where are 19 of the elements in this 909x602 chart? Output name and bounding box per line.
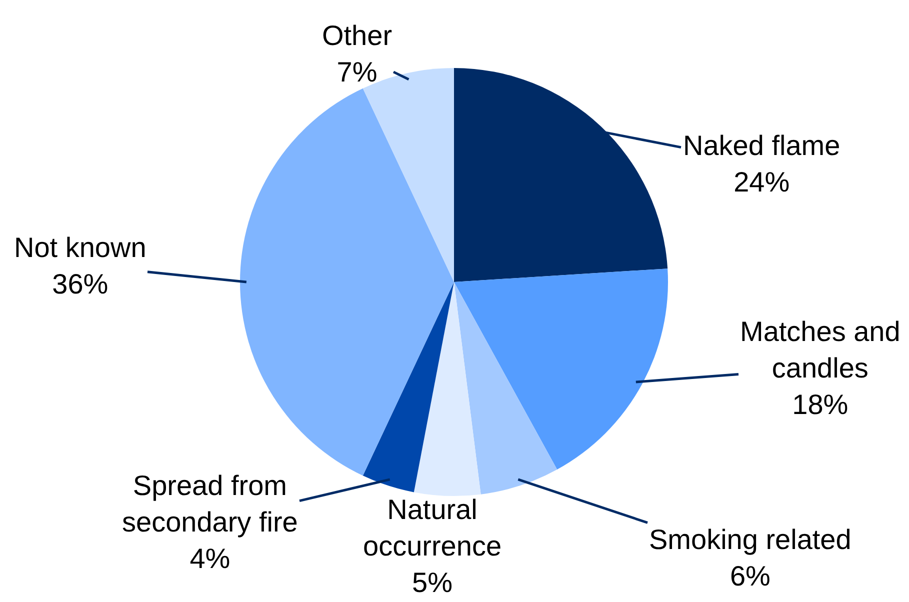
pie-slice [454,268,668,470]
slice-label: Other [322,20,392,51]
slice-label: Natural occurrence [363,494,502,562]
pie-slice [362,282,454,492]
slice-label: Naked flame [683,130,840,161]
slice-label: Smoking related [649,524,852,555]
pie-slice [240,88,454,476]
data-label: 7% [336,56,378,88]
data-label: 6% [730,560,770,592]
pie-slice [454,282,558,494]
slice-label: Not known [14,232,146,263]
data-label: 18% [792,388,848,420]
data-label: 5% [412,566,452,598]
slice-label: Matches and candles [740,316,900,384]
slice-label: Spread from secondary fire [122,470,298,538]
data-label: 24% [734,166,790,198]
data-label: 4% [190,542,230,574]
data-label: 36% [52,268,108,300]
pie-slice [414,282,481,496]
